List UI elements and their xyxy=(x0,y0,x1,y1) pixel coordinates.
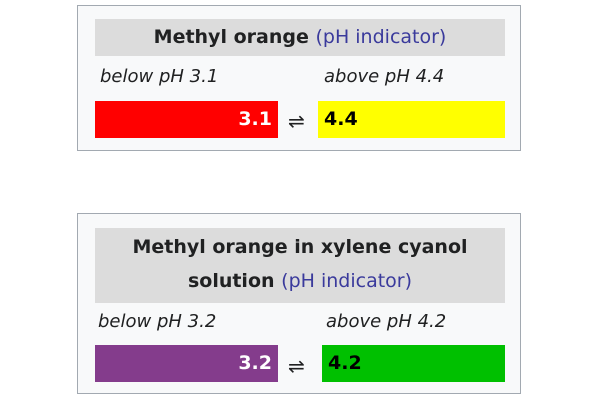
arrow: ⇌ xyxy=(288,354,305,378)
paren: ( xyxy=(281,270,289,292)
title: Methyl orange in xylene cyanol solution xyxy=(132,236,468,292)
low-label: below pH 3.1 xyxy=(100,66,219,87)
link[interactable]: pH indicator xyxy=(322,26,439,48)
header: Methyl orange in xylene cyanol solution … xyxy=(95,228,505,303)
link[interactable]: pH indicator xyxy=(288,270,405,292)
paren: ( xyxy=(315,26,323,48)
low-swatch: 3.2 xyxy=(95,345,278,382)
indicator-box: Methyl orange in xylene cyanol solution … xyxy=(77,213,521,394)
title: Methyl orange xyxy=(153,26,309,48)
low-label: below pH 3.2 xyxy=(98,311,217,332)
paren: ) xyxy=(404,270,413,292)
header: Methyl orange (pH indicator) xyxy=(95,19,505,56)
high-label: above pH 4.2 xyxy=(326,311,447,332)
high-swatch: 4.2 xyxy=(322,345,505,382)
high-swatch: 4.4 xyxy=(318,101,505,138)
paren: ) xyxy=(438,26,447,48)
low-swatch: 3.1 xyxy=(95,101,278,138)
indicator-box: Methyl orange (pH indicator) below pH 3.… xyxy=(77,5,521,151)
arrow: ⇌ xyxy=(288,109,305,133)
high-label: above pH 4.4 xyxy=(324,66,445,87)
